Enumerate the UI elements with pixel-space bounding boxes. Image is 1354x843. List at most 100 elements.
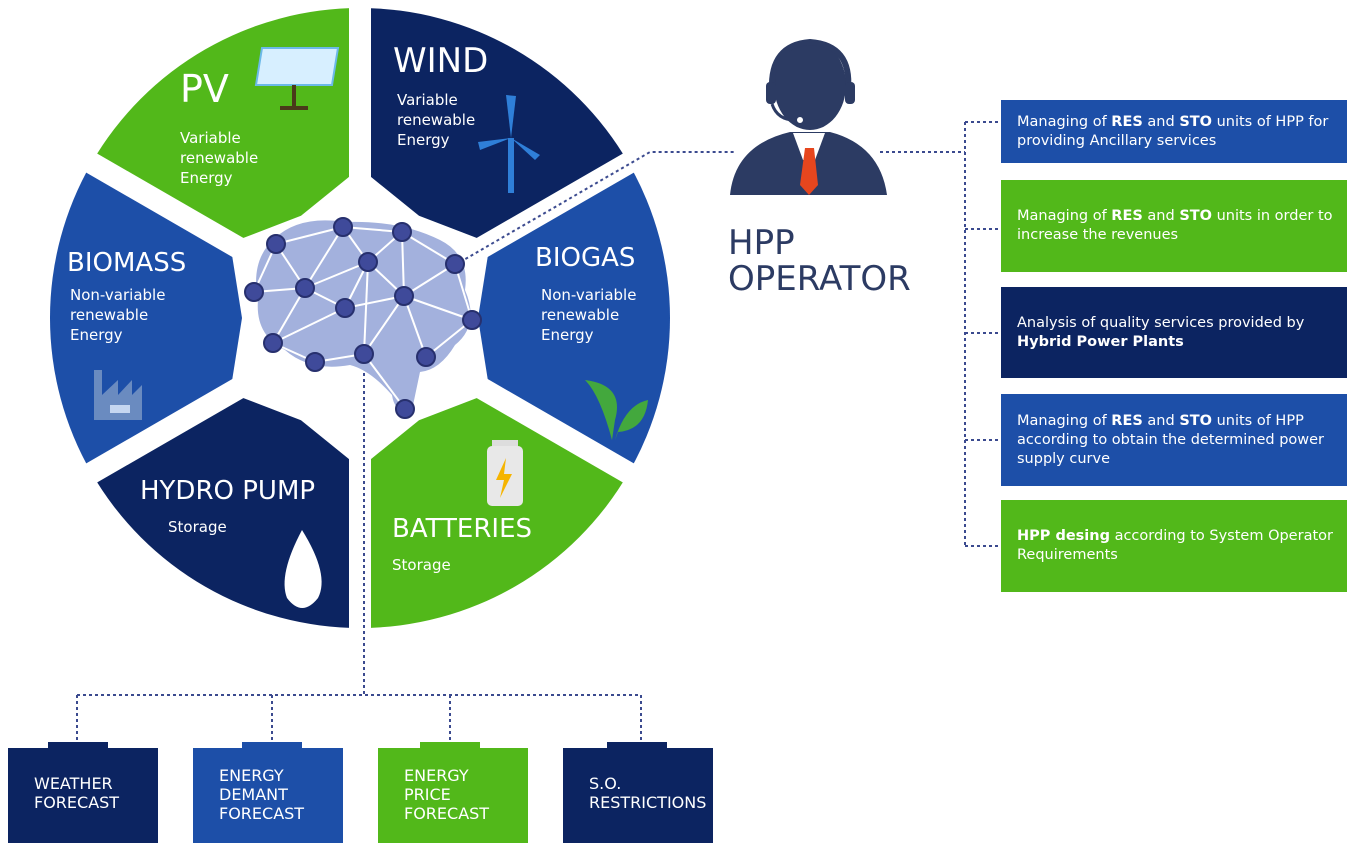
segment-gap (81, 150, 288, 283)
input-box: WEATHER FORECAST (8, 748, 158, 843)
network-link (403, 295, 427, 358)
network-link (363, 261, 369, 355)
service-text: HPP desing according to System Operator … (1017, 527, 1341, 565)
segment-subtitle: Variable (180, 129, 241, 147)
segment-subtitle: Variable (397, 91, 458, 109)
network-node (295, 278, 315, 298)
operator-label: HPP (728, 223, 795, 263)
network-link (272, 307, 346, 344)
segment-subtitle: renewable (541, 306, 619, 324)
network-node (333, 217, 353, 237)
service-text-part: RES (1111, 113, 1143, 130)
service-text-part: according to System Operator Requirement… (1017, 528, 1333, 563)
segment-subtitle: Storage (168, 518, 227, 536)
network-node (266, 234, 286, 254)
service-text: Managing of RES and STO units of HPP for… (1017, 113, 1341, 151)
network-node (305, 352, 325, 372)
input-label: FORECAST (404, 804, 490, 823)
network-link (344, 295, 405, 309)
segment-subtitle: renewable (180, 149, 258, 167)
segment-subtitle: Energy (541, 326, 594, 344)
wind-icon (478, 95, 540, 193)
service-text-part: and (1142, 113, 1180, 130)
input-label: WEATHER (34, 774, 113, 793)
network-link (401, 231, 405, 297)
segment-subtitle: renewable (397, 111, 475, 129)
input-label: ENERGY (404, 766, 469, 785)
segment-subtitle: Storage (392, 556, 451, 574)
service-box: Managing of RES and STO units of HPP acc… (1001, 394, 1347, 486)
service-text-part: STO (1179, 208, 1212, 224)
service-box: Managing of RES and STO units in order t… (1001, 180, 1347, 272)
service-text-part: units in order to increase the revenues (1017, 208, 1333, 243)
service-text-part: HPP desing (1017, 528, 1110, 544)
network-link (363, 295, 405, 355)
service-text-part: Managing of (1017, 208, 1112, 224)
service-text: Managing of RES and STO units of HPP acc… (1017, 412, 1341, 469)
service-box: Managing of RES and STO units of HPP for… (1001, 100, 1347, 163)
segment-title: BIOGAS (535, 243, 635, 273)
service-text-part: and (1142, 412, 1180, 429)
input-tab (607, 742, 667, 750)
service-text-part: RES (1111, 412, 1143, 429)
segment-gap (432, 150, 639, 283)
input-label: ENERGY (219, 766, 284, 785)
water-drop-icon (284, 530, 322, 608)
service-box: HPP desing according to System Operator … (1001, 500, 1347, 592)
network-node (263, 333, 283, 353)
segment-subtitle: Non-variable (70, 286, 165, 304)
service-text: Analysis of quality services provided by… (1017, 314, 1341, 352)
network-link (401, 231, 456, 265)
service-text-part: units of HPP for providing Ancillary ser… (1017, 113, 1329, 149)
input-tab (48, 742, 108, 750)
segment-gap (81, 353, 288, 486)
segment-title: HYDRO PUMP (140, 476, 315, 506)
service-box: Analysis of quality services provided by… (1001, 287, 1347, 378)
segment-title: BATTERIES (392, 514, 532, 544)
service-text: Managing of RES and STO units in order t… (1017, 207, 1341, 245)
service-text-part: STO (1179, 412, 1212, 429)
segment (360, 393, 629, 628)
service-text-part: Managing of (1017, 412, 1112, 429)
network-node (445, 254, 465, 274)
network-link (403, 263, 456, 297)
network-node (244, 282, 264, 302)
input-label: PRICE (404, 785, 451, 804)
network-link (275, 226, 344, 245)
network-node (358, 252, 378, 272)
segment-subtitle: renewable (70, 306, 148, 324)
segment-gap (432, 353, 639, 486)
network-node (416, 347, 436, 367)
service-text-part: and (1142, 208, 1180, 224)
wheel (49, 3, 670, 633)
network-node (394, 286, 414, 306)
input-label: FORECAST (219, 804, 305, 823)
network-node (354, 344, 374, 364)
service-text-part: units of HPP according to obtain the det… (1017, 412, 1325, 467)
input-tab (242, 742, 302, 750)
segment-title: BIOMASS (67, 248, 186, 278)
network-node (462, 310, 482, 330)
segment-subtitle: Energy (70, 326, 123, 344)
network-node (392, 222, 412, 242)
input-tab (420, 742, 480, 750)
network-link (304, 261, 369, 289)
segment-subtitle: Non-variable (541, 286, 636, 304)
input-box: ENERGY DEMANT FORECAST (193, 748, 343, 843)
input-label: FORECAST (34, 793, 120, 812)
leaf-icon (585, 380, 648, 440)
network-node (335, 298, 355, 318)
input-box: ENERGY PRICE FORECAST (378, 748, 528, 843)
operator-label: OPERATOR (728, 259, 911, 299)
segment-subtitle: Energy (180, 169, 233, 187)
segment-title: WIND (393, 41, 488, 81)
battery-icon (487, 440, 523, 506)
segment-title: PV (180, 67, 229, 111)
service-text-part: Hybrid Power Plants (1017, 333, 1184, 350)
service-text-part: Analysis of quality services provided by (1017, 314, 1305, 331)
service-text-part: Managing of (1017, 113, 1112, 130)
input-label: S.O. (589, 774, 622, 793)
input-label: RESTRICTIONS (589, 793, 707, 812)
